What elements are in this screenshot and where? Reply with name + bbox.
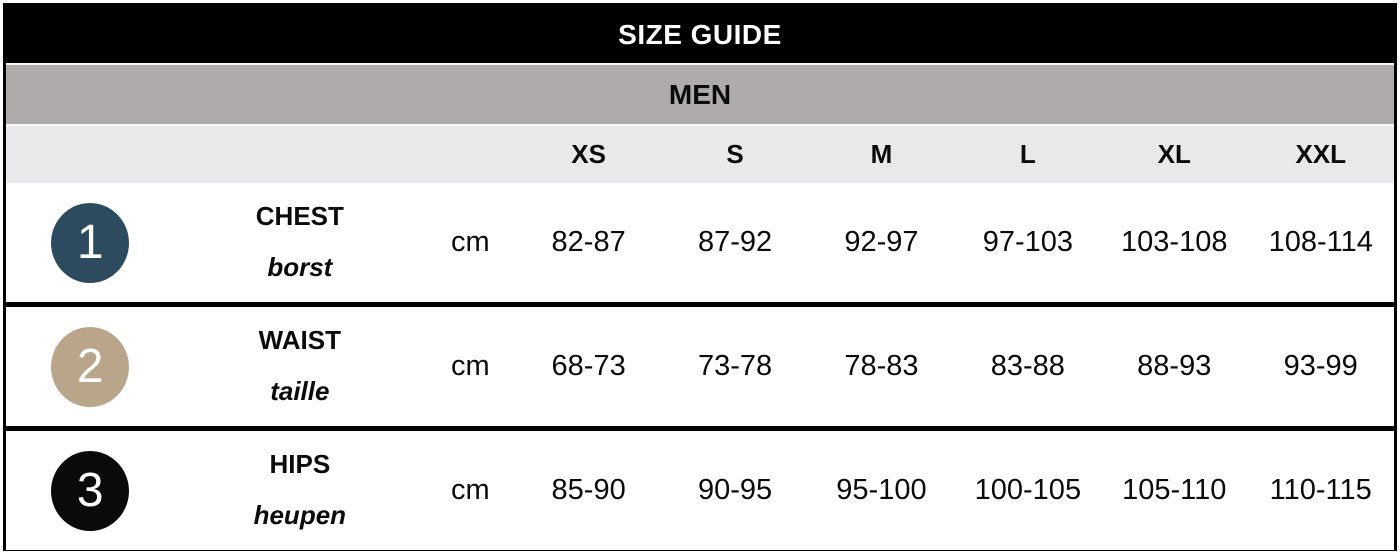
- number-badge-3: 3: [51, 450, 130, 531]
- size-header-l: L: [954, 125, 1102, 183]
- table-title: SIZE GUIDE: [6, 6, 1394, 65]
- measure-name-chest: CHEST: [255, 200, 344, 231]
- hips-s: 90-95: [661, 426, 809, 550]
- size-header-xxl: XXL: [1247, 125, 1394, 183]
- table-row-waist: 2 WAIST taille cm 68-73 73-78 78-83 83-8…: [6, 302, 1394, 429]
- size-header-m: M: [808, 125, 955, 183]
- chest-s: 87-92: [697, 226, 773, 258]
- group-title: MEN: [6, 64, 1394, 126]
- measure-translation-chest: borst: [267, 252, 333, 283]
- measure-name-waist: WAIST: [258, 324, 341, 355]
- hips-xl: 105-110: [1101, 426, 1248, 550]
- chest-xl: 103-108: [1121, 226, 1228, 258]
- unit-label: cm: [425, 426, 516, 550]
- waist-xl: 88-93: [1101, 302, 1248, 429]
- chest-xs: 82-87: [551, 226, 626, 258]
- hips-xs: 85-90: [515, 426, 662, 550]
- size-header-spacer: [425, 125, 516, 183]
- unit-label: cm: [450, 226, 490, 258]
- group-row: MEN: [6, 64, 1394, 126]
- waist-m: 78-83: [808, 302, 955, 429]
- size-header-row: XS S M L XL XXL: [6, 125, 1394, 183]
- size-table: SIZE GUIDE MEN XS S M L XL XXL 1 CHEST b…: [6, 6, 1394, 550]
- table-row-hips: 3 HIPS heupen cm 85-90 90-95 95-100 100-…: [6, 426, 1394, 550]
- measure-translation-hips: heupen: [253, 500, 347, 531]
- chest-l: 97-103: [982, 226, 1074, 258]
- measure-name-hips: HIPS: [269, 448, 331, 479]
- title-row: SIZE GUIDE: [6, 6, 1394, 65]
- chest-xxl: 108-114: [1268, 226, 1373, 258]
- waist-xs: 68-73: [515, 302, 662, 429]
- size-header-xs: XS: [515, 125, 662, 183]
- hips-m: 95-100: [808, 426, 955, 550]
- waist-l: 83-88: [954, 302, 1102, 429]
- size-header-spacer: [6, 125, 175, 183]
- size-header-spacer: [174, 125, 426, 183]
- table-row-chest: 1 CHEST borst cm 82-87 87-92 92-97 97-10…: [6, 183, 1394, 305]
- unit-label: cm: [425, 302, 516, 429]
- number-badge-1: 1: [51, 202, 130, 283]
- size-header-s: S: [661, 125, 809, 183]
- hips-l: 100-105: [954, 426, 1102, 550]
- size-guide-table: SIZE GUIDE MEN XS S M L XL XXL 1 CHEST b…: [3, 3, 1397, 551]
- hips-xxl: 110-115: [1247, 426, 1394, 550]
- waist-xxl: 93-99: [1247, 302, 1394, 429]
- chest-m: 92-97: [844, 226, 919, 258]
- waist-s: 73-78: [661, 302, 809, 429]
- number-badge-2: 2: [51, 326, 130, 407]
- measure-translation-waist: taille: [270, 376, 330, 407]
- size-header-xl: XL: [1101, 125, 1248, 183]
